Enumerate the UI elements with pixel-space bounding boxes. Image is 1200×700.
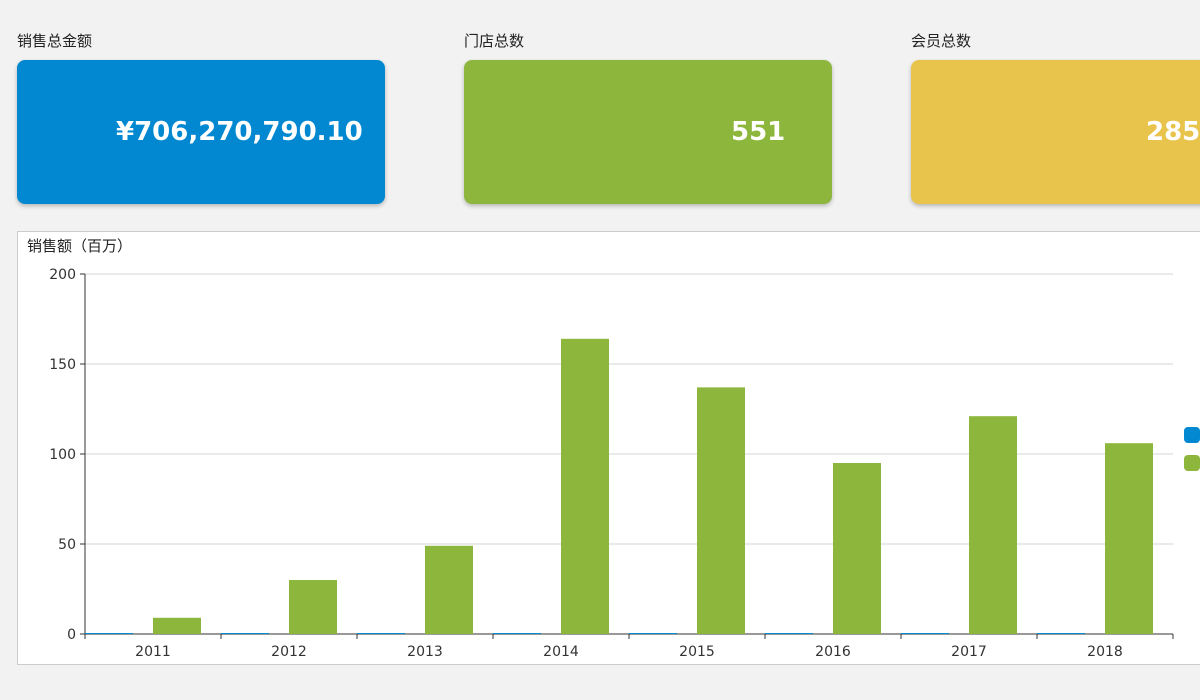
- sales-chart-panel: 销售额（百万） 0 50 100 150 200 2011 2012 2013 2014 2015…: [17, 231, 1200, 665]
- bar-series-2[interactable]: [425, 545, 473, 634]
- x-tick-label: 2016: [815, 644, 851, 660]
- x-tick-label: 2015: [679, 644, 715, 660]
- kpi-member-count-value: 2851: [1146, 117, 1200, 147]
- legend-marker-series-2[interactable]: [1184, 455, 1200, 471]
- x-tick-label: 2011: [135, 644, 171, 660]
- bar-series-2[interactable]: [561, 338, 609, 634]
- x-tick-label: 2012: [271, 644, 307, 660]
- bar-series-2[interactable]: [833, 463, 881, 634]
- bar-series-1[interactable]: [901, 633, 949, 634]
- bar-series-2[interactable]: [1105, 443, 1153, 634]
- kpi-member-count: 会员总数 2851: [911, 30, 1200, 204]
- kpi-store-count-label: 门店总数: [464, 32, 525, 50]
- y-tick-label: 50: [58, 537, 76, 553]
- kpi-total-sales-label: 销售总金额: [17, 32, 93, 50]
- kpi-store-count-value: 551: [731, 117, 786, 147]
- bar-series-1[interactable]: [1037, 633, 1085, 634]
- x-tick-label: 2018: [1087, 644, 1123, 660]
- kpi-total-sales-value: ¥706,270,790.10: [116, 117, 363, 147]
- bar-series-1[interactable]: [493, 633, 541, 634]
- sales-bar-chart: 0 50 100 150 200 2011 2012 2013 2014 2015 2016 2017…: [49, 267, 1200, 660]
- x-tick-label: 2014: [543, 644, 579, 660]
- bar-series-2[interactable]: [289, 580, 337, 634]
- y-tick-label: 100: [49, 447, 76, 463]
- kpi-store-count: 门店总数 551: [464, 30, 832, 204]
- y-tick-label: 0: [67, 627, 76, 643]
- bar-series-1[interactable]: [629, 633, 677, 634]
- x-tick-label: 2013: [407, 644, 443, 660]
- chart-title: 销售额（百万）: [27, 237, 133, 255]
- bar-series-1[interactable]: [357, 633, 405, 634]
- bar-series-1[interactable]: [765, 633, 813, 634]
- kpi-member-count-label: 会员总数: [911, 32, 972, 50]
- kpi-store-count-card[interactable]: 551: [464, 60, 832, 204]
- x-tick-label: 2017: [951, 644, 987, 660]
- bar-series-2[interactable]: [153, 617, 201, 634]
- bar-series-1[interactable]: [85, 633, 133, 634]
- kpi-member-count-card[interactable]: 2851: [911, 60, 1200, 204]
- y-tick-label: 150: [49, 357, 76, 373]
- kpi-total-sales-card[interactable]: ¥706,270,790.10: [17, 60, 385, 204]
- bar-series-2[interactable]: [697, 387, 745, 634]
- bar-series-2[interactable]: [969, 416, 1017, 634]
- kpi-total-sales: 销售总金额 ¥706,270,790.10: [17, 30, 385, 204]
- legend-marker-series-1[interactable]: [1184, 427, 1200, 443]
- bar-series-1[interactable]: [221, 633, 269, 634]
- y-tick-label: 200: [49, 267, 76, 283]
